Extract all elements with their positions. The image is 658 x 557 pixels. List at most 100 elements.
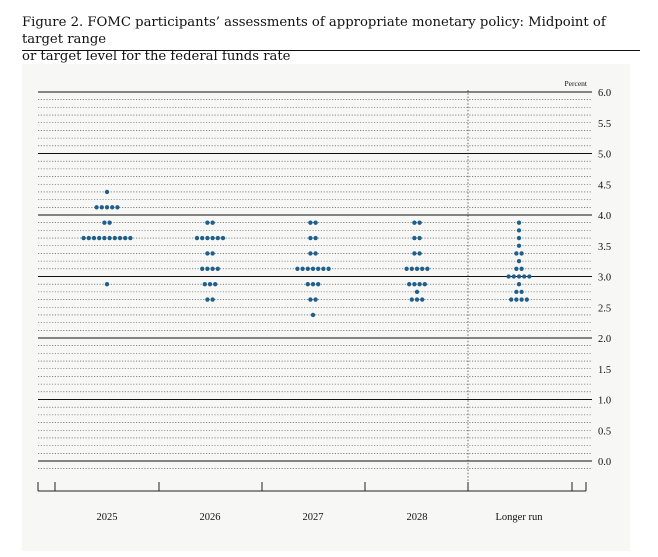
dot-2028 [407, 282, 412, 287]
dot-2026 [205, 297, 210, 302]
dot-2027 [300, 266, 305, 271]
dot-longer-run [516, 243, 522, 248]
dot-2025 [91, 235, 97, 241]
dot-2027 [310, 282, 316, 287]
y-tick-label: 4.0 [598, 211, 611, 222]
dot-2027 [321, 266, 326, 271]
dot-2025 [94, 205, 99, 210]
y-tick-label: 6.0 [598, 88, 611, 99]
dot-2026 [210, 297, 215, 302]
dot-2025 [99, 205, 104, 210]
dot-longer-run [514, 289, 519, 295]
dot-2026 [220, 235, 226, 241]
dot-2025 [123, 235, 128, 241]
title-rule [22, 50, 640, 51]
dot-2028 [425, 266, 430, 271]
dot-2026 [210, 220, 215, 225]
y-tick-label: 2.0 [598, 334, 611, 345]
dot-2026 [210, 266, 215, 271]
dot-2025 [104, 189, 110, 195]
x-axis [37, 482, 587, 492]
dot-2027 [308, 297, 313, 302]
dot-longer-run [527, 274, 532, 279]
dot-2025 [112, 235, 117, 241]
dot-2027 [305, 282, 310, 287]
dot-2027 [305, 266, 310, 271]
dot-2027 [313, 220, 318, 225]
dot-2026 [205, 266, 210, 271]
y-tick-label: 0.5 [598, 426, 611, 437]
y-tick-label: 3.0 [598, 273, 611, 284]
dot-2027 [313, 235, 318, 241]
dot-2028 [417, 251, 422, 256]
y-tick-label: 3.5 [598, 242, 611, 253]
dot-2027 [310, 312, 316, 318]
dot-longer-run [519, 266, 524, 271]
dot-2027 [308, 251, 313, 256]
dot-2026 [194, 235, 200, 241]
y-tick-label: 0.0 [598, 457, 611, 468]
figure-title-line-2: or target level for the federal funds ra… [22, 49, 291, 64]
dot-2026 [205, 251, 210, 256]
dot-2027 [308, 235, 313, 241]
grid-layer [38, 90, 592, 491]
dot-longer-run [514, 251, 519, 256]
dot-2028 [414, 289, 420, 295]
dot-2025 [115, 205, 120, 210]
dot-2026 [215, 266, 220, 271]
y-tick-label: 5.0 [598, 150, 611, 161]
dot-2028 [409, 266, 414, 271]
dot-2026 [205, 235, 210, 241]
dot-longer-run [519, 297, 524, 302]
dot-2027 [310, 266, 316, 271]
y-tick-label: 2.5 [598, 303, 611, 314]
dot-2028 [420, 266, 425, 271]
dot-2025 [102, 235, 107, 241]
dot-longer-run [524, 297, 529, 302]
dot-2027 [326, 266, 331, 271]
dot-2025 [81, 235, 86, 241]
x-tick-label: 2028 [407, 512, 428, 523]
dot-2027 [316, 282, 321, 287]
x-tick-labels: 2025 2026 2027 2028 Longer run [97, 512, 544, 523]
dot-2028 [417, 282, 422, 287]
dot-2025 [117, 235, 123, 241]
dot-2026 [215, 235, 220, 241]
dot-2028 [414, 266, 420, 271]
dot-2027 [308, 220, 313, 225]
y-tick-label: 4.5 [598, 180, 611, 191]
dot-longer-run [509, 297, 514, 302]
dot-2026 [210, 251, 215, 256]
dot-2027 [316, 266, 321, 271]
dot-longer-run [519, 251, 524, 256]
figure-title: Figure 2. FOMC participants’ assessments… [22, 14, 642, 65]
dot-2026 [200, 266, 205, 271]
dot-longer-run [516, 228, 522, 233]
dot-2026 [210, 235, 215, 241]
dot-longer-run [514, 297, 519, 302]
dot-longer-run [516, 282, 522, 287]
dot-2026 [202, 282, 207, 287]
dot-2026 [200, 235, 205, 241]
dot-2028 [412, 282, 417, 287]
dot-2026 [205, 220, 210, 225]
dot-longer-run [516, 274, 522, 279]
dot-2028 [412, 251, 417, 256]
y-tick-label: 1.0 [598, 396, 611, 407]
dot-2028 [409, 297, 414, 302]
dot-2025 [104, 282, 110, 287]
dot-2027 [295, 266, 300, 271]
y-tick-label: 1.5 [598, 365, 611, 376]
figure-title-line-1: Figure 2. FOMC participants’ assessments… [22, 15, 606, 47]
dot-2025 [104, 205, 110, 210]
x-tick-label: 2027 [303, 512, 324, 523]
dot-2028 [417, 220, 422, 225]
dot-longer-run [522, 274, 527, 279]
dot-2027 [313, 297, 318, 302]
x-tick-label: Longer run [496, 512, 544, 523]
dot-2025 [107, 235, 112, 241]
dot-2025 [86, 235, 91, 241]
dot-2028 [420, 297, 425, 302]
dot-2028 [414, 297, 420, 302]
